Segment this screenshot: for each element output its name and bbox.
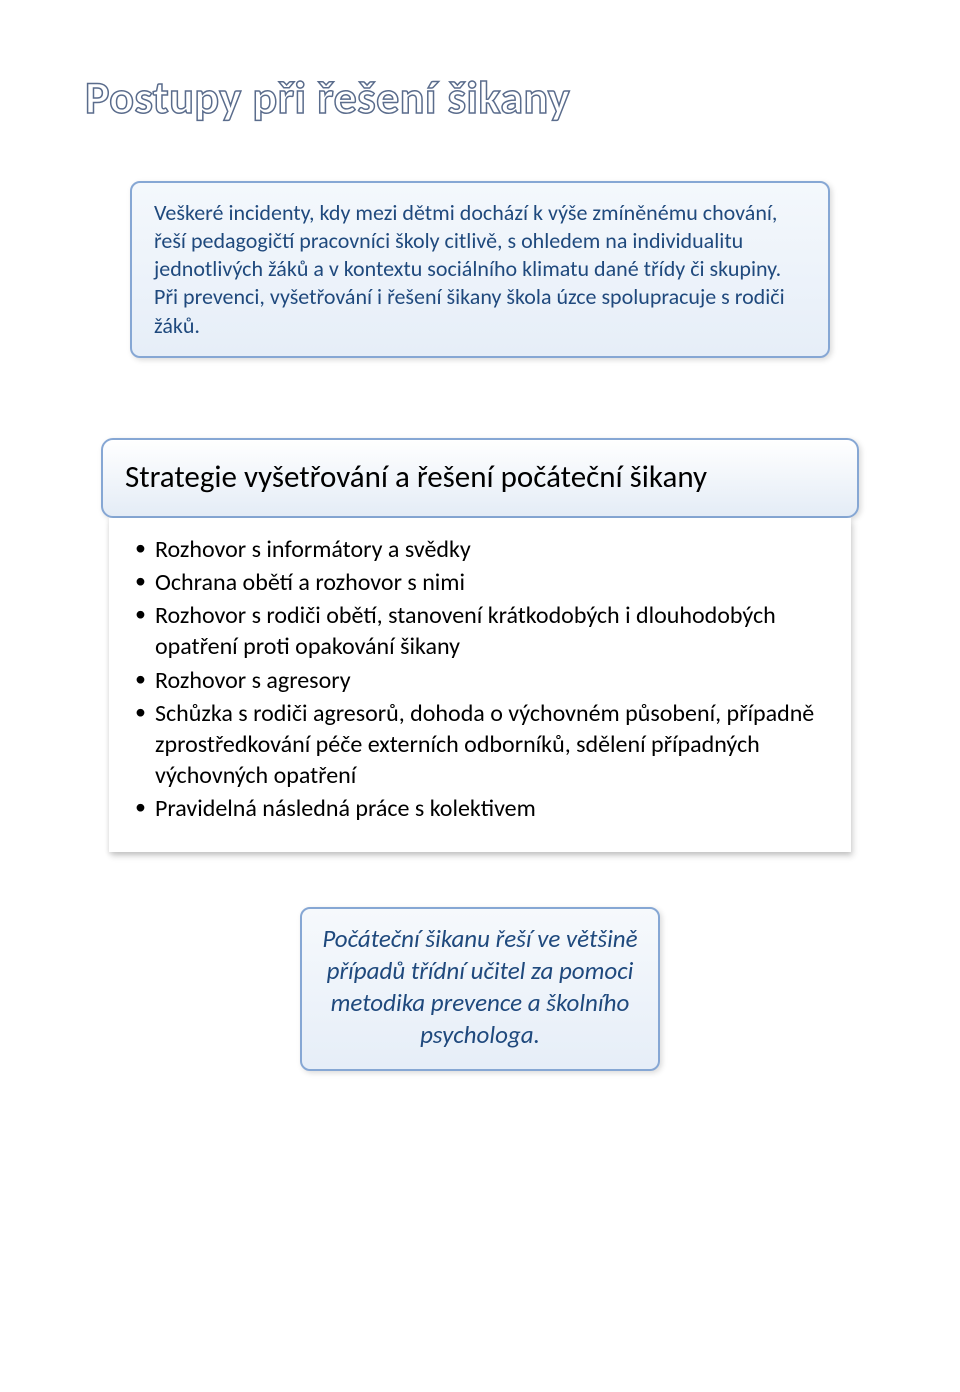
list-item: Rozhovor s informátory a svědky (133, 534, 827, 565)
intro-callout-box: Veškeré incidenty, kdy mezi dětmi docház… (130, 181, 830, 358)
document-page: Postupy při řešení šikany Veškeré incide… (0, 0, 960, 1151)
footer-callout-box: Počáteční šikanu řeší ve většině případů… (300, 907, 660, 1071)
intro-paragraph-2: Při prevenci, vyšetřování i řešení šikan… (154, 283, 806, 339)
strategy-list-box: Rozhovor s informátory a svědky Ochrana … (109, 518, 851, 853)
list-item: Rozhovor s agresory (133, 665, 827, 696)
list-item: Rozhovor s rodiči obětí, stanovení krátk… (133, 600, 827, 662)
strategy-header-box: Strategie vyšetřování a řešení počáteční… (101, 438, 859, 518)
list-item: Schůzka s rodiči agresorů, dohoda o vých… (133, 698, 827, 792)
intro-paragraph-1: Veškeré incidenty, kdy mezi dětmi docház… (154, 199, 806, 283)
strategy-heading: Strategie vyšetřování a řešení počáteční… (125, 458, 835, 496)
strategy-section: Strategie vyšetřování a řešení počáteční… (95, 438, 865, 853)
list-item: Ochrana obětí a rozhovor s nimi (133, 567, 827, 598)
footer-text: Počáteční šikanu řeší ve většině případů… (322, 923, 638, 1051)
strategy-list: Rozhovor s informátory a svědky Ochrana … (133, 534, 827, 825)
page-title: Postupy při řešení šikany (85, 70, 865, 126)
list-item: Pravidelná následná práce s kolektivem (133, 793, 827, 824)
